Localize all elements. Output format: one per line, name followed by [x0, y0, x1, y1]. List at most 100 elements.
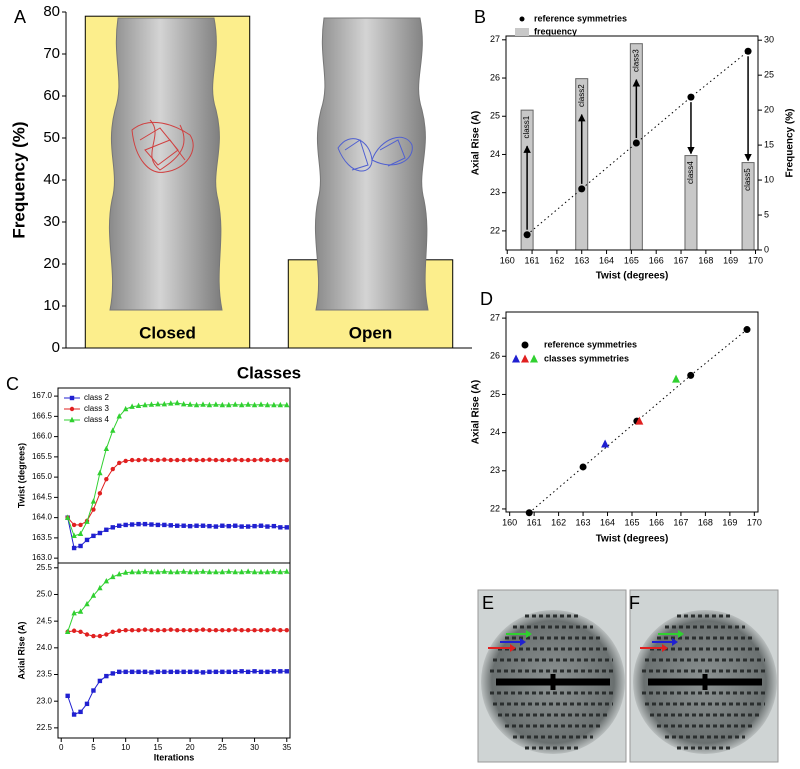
- marker: [161, 401, 168, 407]
- y-tick-label: 22: [490, 225, 500, 235]
- series-line: [67, 571, 287, 632]
- marker: [148, 568, 155, 575]
- marker: [252, 457, 257, 463]
- marker: [97, 469, 103, 476]
- marker: [110, 427, 116, 433]
- marker: [284, 628, 289, 633]
- marker: [117, 669, 122, 675]
- marker: [687, 93, 695, 101]
- y2-tick-label: 15: [764, 139, 774, 149]
- y-axis-label: Frequency (%): [9, 121, 28, 238]
- marker: [123, 458, 128, 464]
- marker: [104, 527, 109, 532]
- legend-label: frequency: [534, 26, 577, 36]
- marker: [207, 628, 212, 633]
- marker: [233, 669, 238, 675]
- marker: [601, 439, 610, 448]
- marker: [744, 47, 752, 55]
- marker: [84, 600, 90, 607]
- y-tick-label: 23: [490, 465, 500, 475]
- y-axis-label: Axial Rise (A): [471, 380, 482, 444]
- marker: [117, 523, 122, 528]
- marker: [632, 139, 640, 147]
- marker: [149, 670, 154, 675]
- marker: [220, 669, 225, 675]
- y-tick-label: 25.0: [36, 590, 52, 599]
- marker: [207, 523, 212, 529]
- bar: [629, 43, 643, 251]
- marker: [90, 592, 97, 598]
- plot-frame: [57, 562, 291, 739]
- marker: [220, 628, 225, 633]
- marker: [521, 341, 529, 349]
- marker: [258, 401, 264, 407]
- marker: [110, 573, 116, 580]
- marker: [103, 577, 110, 584]
- marker: [264, 401, 271, 408]
- marker: [245, 669, 251, 675]
- x-tick-label: 170: [747, 517, 762, 527]
- marker: [78, 522, 83, 528]
- x-tick-label: 15: [153, 743, 162, 752]
- marker: [251, 568, 258, 575]
- x-tick-label: 168: [698, 517, 713, 527]
- marker: [220, 523, 225, 528]
- y-tick-label: 23.5: [36, 670, 52, 679]
- marker: [284, 568, 290, 574]
- legend-label: classes symmetries: [544, 353, 629, 363]
- marker: [213, 524, 219, 529]
- marker: [155, 457, 161, 463]
- x-tick-label: 160: [500, 255, 515, 265]
- marker: [71, 628, 77, 633]
- x-axis-label: Classes: [237, 363, 301, 382]
- bar-label: class4: [686, 161, 695, 184]
- y-tick-label: 166.0: [32, 432, 53, 441]
- marker: [91, 507, 96, 512]
- marker: [142, 457, 148, 462]
- x-tick-label: 164: [600, 517, 615, 527]
- marker: [117, 628, 122, 633]
- x-axis-label: Twist (degrees): [596, 271, 669, 282]
- marker: [245, 568, 251, 574]
- marker: [123, 628, 128, 633]
- marker: [136, 628, 141, 633]
- marker: [239, 628, 244, 633]
- marker: [104, 673, 109, 679]
- marker: [97, 678, 103, 684]
- y2-tick-label: 10: [764, 174, 774, 184]
- y-tick-label: 70: [43, 45, 60, 62]
- marker: [78, 709, 83, 715]
- closed-density: [108, 17, 223, 311]
- legend-label: class 2: [84, 393, 109, 402]
- marker: [252, 628, 257, 633]
- marker: [278, 525, 283, 530]
- marker: [123, 669, 128, 675]
- legend-label: class 3: [84, 404, 109, 413]
- marker: [142, 521, 148, 527]
- marker: [129, 628, 135, 633]
- y-tick-label: 164.5: [32, 492, 53, 501]
- marker: [193, 401, 200, 408]
- y-tick-label: 165.0: [32, 472, 53, 481]
- marker: [69, 395, 75, 401]
- marker: [519, 16, 525, 22]
- marker: [97, 491, 103, 496]
- open-model: [337, 136, 413, 172]
- bar-label: class3: [631, 49, 640, 72]
- x-tick-label: 166: [649, 517, 664, 527]
- marker: [258, 628, 264, 633]
- marker: [110, 671, 115, 676]
- x-tick-label: 35: [282, 743, 291, 752]
- y-tick-label: 25: [490, 111, 500, 121]
- marker: [71, 522, 77, 528]
- marker: [251, 401, 258, 408]
- marker: [90, 498, 97, 504]
- marker: [200, 401, 206, 407]
- marker: [271, 568, 277, 574]
- marker: [226, 523, 231, 529]
- marker: [69, 416, 75, 423]
- image-f: [630, 590, 778, 762]
- x-tick-label: 163: [574, 255, 589, 265]
- y-tick-label: 60: [43, 87, 60, 104]
